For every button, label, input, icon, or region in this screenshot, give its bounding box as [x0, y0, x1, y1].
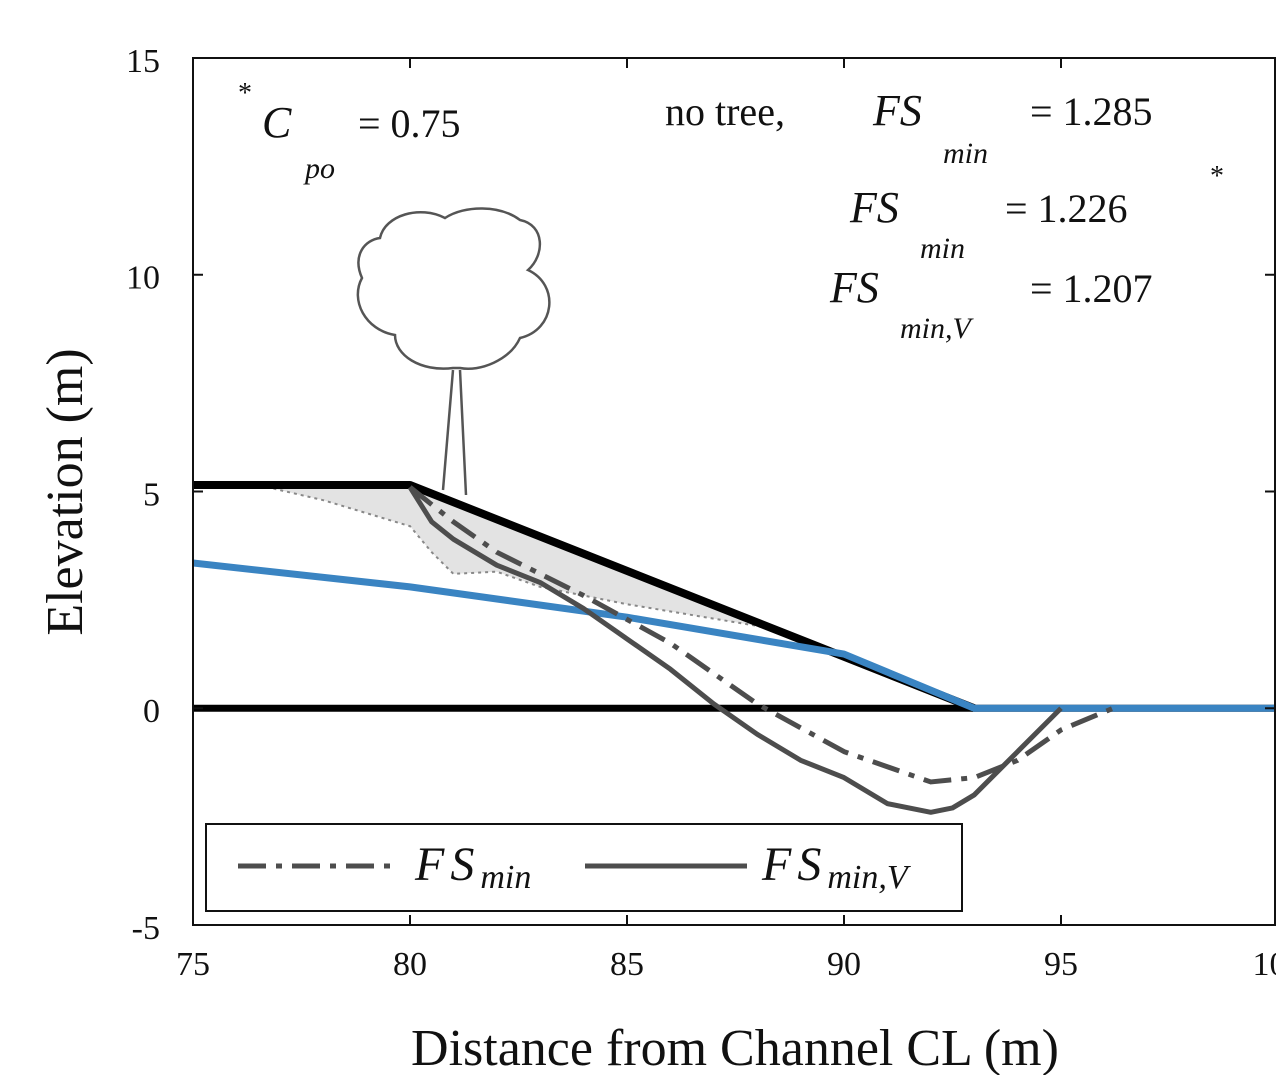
annotation-text: no tree,	[665, 89, 785, 134]
y-tick-label: 0	[143, 693, 160, 730]
annotation-text: *	[1210, 161, 1224, 192]
annotation-text: min	[920, 232, 965, 265]
legend-label: FSmin,V	[761, 838, 912, 896]
annotation-text: min,V	[900, 312, 975, 345]
annotation-text: C	[262, 98, 292, 147]
tree-icon	[356, 207, 551, 496]
annotation-text: = 1.226	[1005, 186, 1128, 231]
profile-line	[193, 559, 1276, 712]
legend-label: FSmin	[414, 838, 531, 896]
x-tick-label: 100	[1253, 946, 1276, 983]
annotation-text: = 1.285	[1030, 89, 1153, 134]
annotation-text: FS	[849, 183, 899, 232]
y-axis-label: Elevation (m)	[37, 348, 94, 635]
annotation-text: *	[238, 78, 252, 109]
legend: FSmin FSmin,V	[205, 823, 963, 912]
profile-line	[193, 480, 976, 712]
slip-surface-line	[407, 485, 1063, 815]
plot-area	[193, 480, 1276, 815]
x-tick-label: 90	[827, 946, 861, 983]
x-tick-label: 75	[176, 946, 210, 983]
tree-trunk	[441, 369, 468, 496]
annotation-text: min	[943, 137, 988, 170]
y-tick-label: 10	[126, 260, 160, 297]
legend-label-sub: min	[480, 859, 531, 896]
annotation-text: = 0.75	[358, 101, 461, 146]
annotation-text: FS	[829, 263, 879, 312]
tree-crown	[356, 207, 551, 370]
x-axis-label: Distance from Channel CL (m)	[411, 1020, 1059, 1075]
y-tick-label: -5	[132, 910, 160, 947]
legend-label-main: FS	[761, 838, 827, 891]
annotation-text: FS	[872, 86, 922, 135]
y-tick-label: 5	[143, 476, 160, 513]
y-tick-label: 15	[126, 43, 160, 80]
annotation-text: = 1.207	[1030, 266, 1153, 311]
x-tick-label: 80	[393, 946, 427, 983]
legend-label-main: FS	[414, 838, 480, 891]
x-tick-label: 85	[610, 946, 644, 983]
x-tick-label: 95	[1044, 946, 1078, 983]
legend-label-sub: min,V	[827, 859, 912, 896]
annotation-text: po	[303, 152, 335, 185]
shaded-area	[257, 483, 780, 634]
